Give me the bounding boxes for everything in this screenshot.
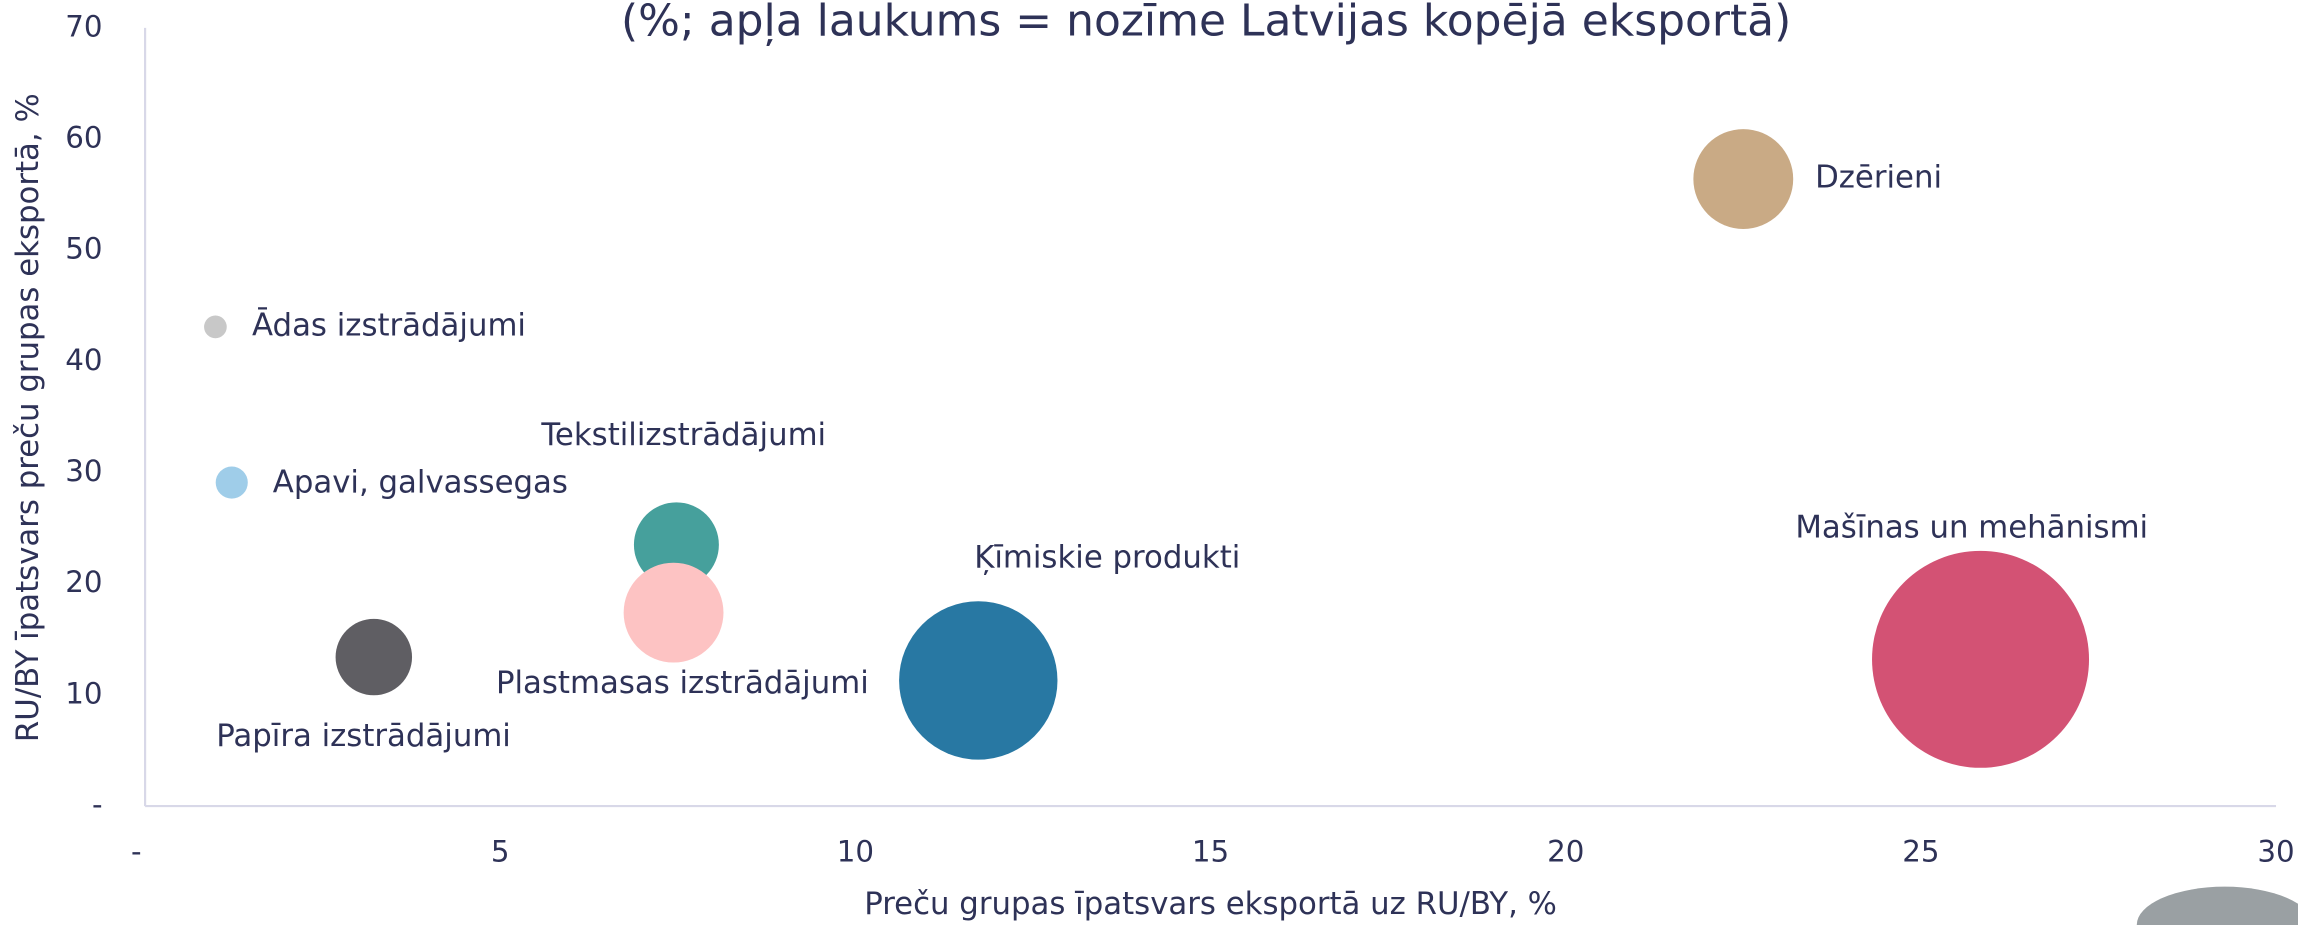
x-axis-label: Preču grupas īpatsvars eksportā uz RU/BY… [864, 886, 1557, 922]
bubble [633, 502, 719, 588]
y-tick-label: 70 [65, 9, 102, 43]
y-tick-label: 20 [65, 565, 102, 599]
bubble-label: Tekstilizstrādājumi [540, 417, 826, 453]
y-axis-label: RU/BY īpatsvars preču grupas eksportā, % [10, 93, 46, 742]
y-tick-label: 10 [65, 676, 102, 710]
y-tick-label: - [92, 788, 103, 822]
y-tick-label: 60 [65, 121, 102, 155]
y-tick-label: 50 [65, 232, 102, 266]
bubble-label: Ādas izstrādājumi [252, 307, 526, 343]
bubble [215, 466, 248, 499]
x-tick-label: 25 [1902, 834, 1939, 868]
x-tick-label: 15 [1192, 834, 1229, 868]
bubble-label: Dzērieni [1815, 160, 1942, 196]
bubble-label: Apavi, galvassegas [273, 465, 568, 501]
x-tick-label: 10 [837, 834, 874, 868]
x-tick-label: 5 [491, 834, 510, 868]
y-tick-label: 30 [65, 454, 102, 488]
bubble-label: Plastmasas izstrādājumi [496, 665, 869, 701]
bubble [204, 315, 227, 339]
x-tick-label: 30 [2257, 834, 2294, 868]
bubble [623, 562, 724, 663]
bubble [899, 601, 1058, 760]
logo-fragment [2136, 886, 2298, 925]
bubble [1693, 129, 1794, 229]
bubble-label: Ķīmiskie produkti [974, 539, 1240, 575]
chart-title: (%; apļa laukums = nozīme Latvijas kopēj… [621, 0, 1791, 46]
x-tick-label: 20 [1547, 834, 1584, 868]
bubble [335, 618, 413, 696]
x-tick-label: - [131, 834, 142, 868]
bubble-label: Papīra izstrādājumi [216, 718, 511, 754]
bubble [1872, 550, 2090, 768]
bubble-label: Mašīnas un mehānismi [1795, 509, 2148, 545]
y-tick-label: 40 [65, 343, 102, 377]
